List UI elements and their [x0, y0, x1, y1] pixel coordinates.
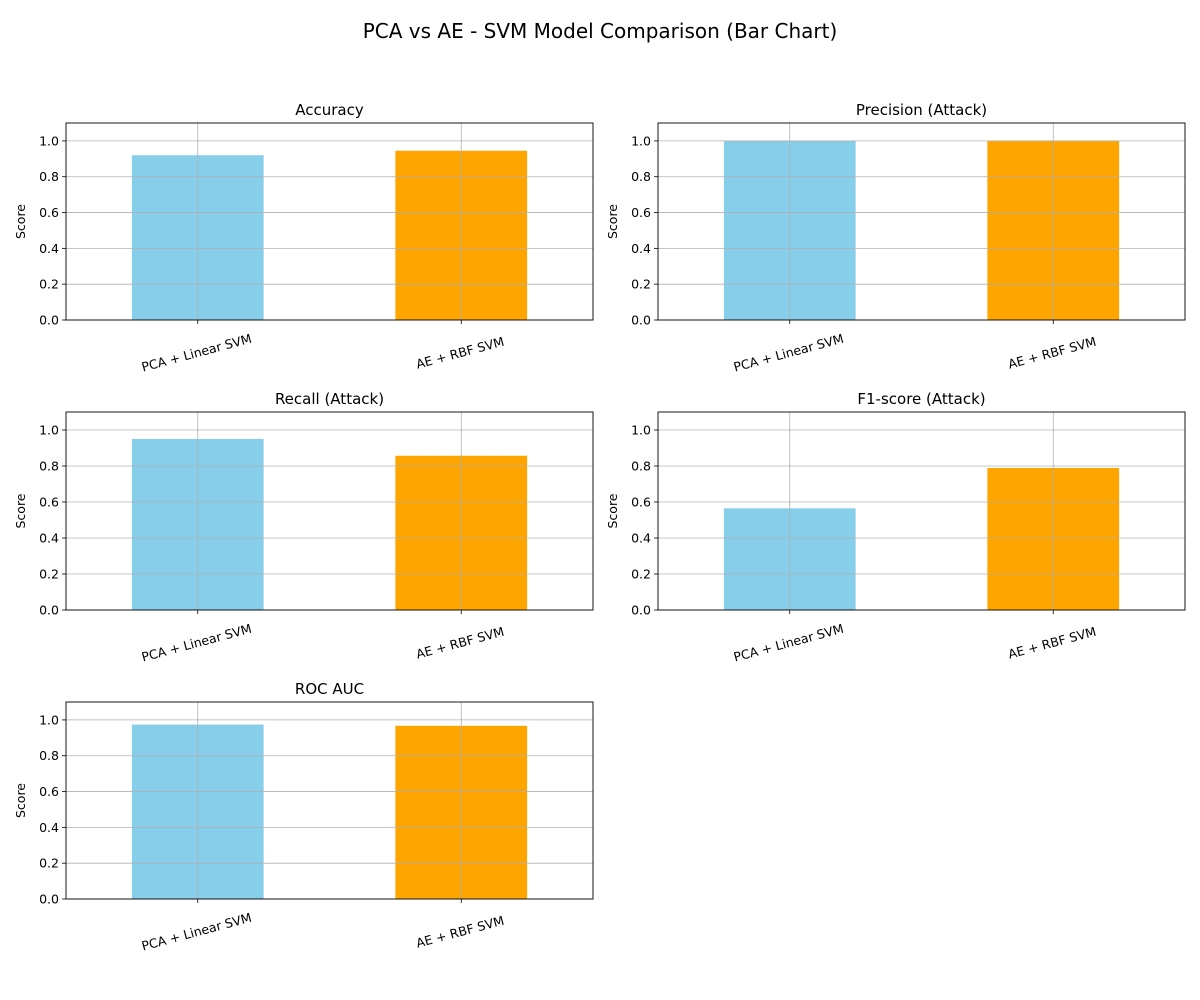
- y-tick-label: 1.0: [631, 133, 651, 148]
- y-tick-label: 0.8: [631, 169, 651, 184]
- axes-frame: [65, 122, 594, 321]
- y-tick-label: 0.8: [39, 169, 59, 184]
- y-tick-label: 0.0: [631, 313, 651, 328]
- y-tick-label: 0.0: [39, 313, 59, 328]
- x-tick-label: PCA + Linear SVM: [732, 621, 845, 665]
- y-tick-label: 0.6: [631, 205, 651, 220]
- y-tick-label: 1.0: [631, 423, 651, 438]
- y-tick-label: 0.8: [39, 748, 59, 763]
- axes-frame: [65, 701, 594, 900]
- y-tick-label: 0.2: [39, 567, 59, 582]
- subplots: 0.0 0.2 0.4 0.6 0.8 1.0 PCA + Linear SVM AE + R…: [13, 101, 1186, 954]
- subplot-title: Precision (Attack): [856, 101, 987, 119]
- subplot-2: 0.0 0.2 0.4 0.6 0.8 1.0 PCA + Linear SVM AE + R…: [605, 101, 1186, 375]
- y-tick-label: 0.6: [631, 495, 651, 510]
- y-axis-label: Score: [605, 493, 620, 528]
- y-tick-label: 0.0: [631, 603, 651, 618]
- y-tick-label: 0.0: [39, 892, 59, 907]
- x-tick-label: PCA + Linear SVM: [140, 621, 253, 665]
- y-tick-label: 0.0: [39, 603, 59, 618]
- subplot-4: 0.0 0.2 0.4 0.6 0.8 1.0 PCA + Linear SVM AE + R…: [605, 390, 1186, 665]
- y-tick-label: 0.4: [39, 241, 59, 256]
- subplot-5: 0.0 0.2 0.4 0.6 0.8 1.0 PCA + Linear SVM AE + R…: [13, 680, 594, 954]
- y-tick-label: 0.4: [39, 531, 59, 546]
- subplot-title: F1-score (Attack): [857, 390, 985, 408]
- subplot-3: 0.0 0.2 0.4 0.6 0.8 1.0 PCA + Linear SVM AE + R…: [13, 390, 594, 665]
- x-tick-label: AE + RBF SVM: [414, 913, 505, 951]
- x-tick-label: AE + RBF SVM: [414, 334, 505, 372]
- y-axis-label: Score: [13, 493, 28, 528]
- y-axis-label: Score: [13, 204, 28, 239]
- x-tick-label: PCA + Linear SVM: [140, 910, 253, 954]
- subplot-title: Recall (Attack): [275, 390, 384, 408]
- subplot-title: Accuracy: [295, 101, 364, 119]
- y-tick-label: 1.0: [39, 423, 59, 438]
- y-tick-label: 0.2: [39, 856, 59, 871]
- y-tick-label: 0.4: [39, 820, 59, 835]
- subplot-title: ROC AUC: [295, 680, 364, 698]
- y-tick-label: 1.0: [39, 712, 59, 727]
- y-tick-label: 0.2: [39, 277, 59, 292]
- y-tick-label: 1.0: [39, 133, 59, 148]
- y-axis-label: Score: [605, 204, 620, 239]
- y-tick-label: 0.8: [39, 459, 59, 474]
- axes-frame: [65, 411, 594, 611]
- y-tick-label: 0.6: [39, 495, 59, 510]
- y-tick-label: 0.6: [39, 205, 59, 220]
- y-axis-label: Score: [13, 783, 28, 818]
- axes-frame: [657, 411, 1186, 611]
- y-tick-label: 0.4: [631, 241, 651, 256]
- y-tick-label: 0.8: [631, 459, 651, 474]
- x-tick-label: PCA + Linear SVM: [140, 331, 253, 375]
- subplot-1: 0.0 0.2 0.4 0.6 0.8 1.0 PCA + Linear SVM AE + R…: [13, 101, 594, 375]
- x-tick-label: PCA + Linear SVM: [732, 331, 845, 375]
- x-tick-label: AE + RBF SVM: [414, 624, 505, 662]
- y-tick-label: 0.2: [631, 277, 651, 292]
- x-tick-label: AE + RBF SVM: [1006, 624, 1097, 662]
- y-tick-label: 0.2: [631, 567, 651, 582]
- y-tick-label: 0.4: [631, 531, 651, 546]
- x-tick-label: AE + RBF SVM: [1006, 334, 1097, 372]
- axes-frame: [657, 122, 1186, 321]
- y-tick-label: 0.6: [39, 784, 59, 799]
- figure-title: PCA vs AE - SVM Model Comparison (Bar Ch…: [363, 19, 838, 43]
